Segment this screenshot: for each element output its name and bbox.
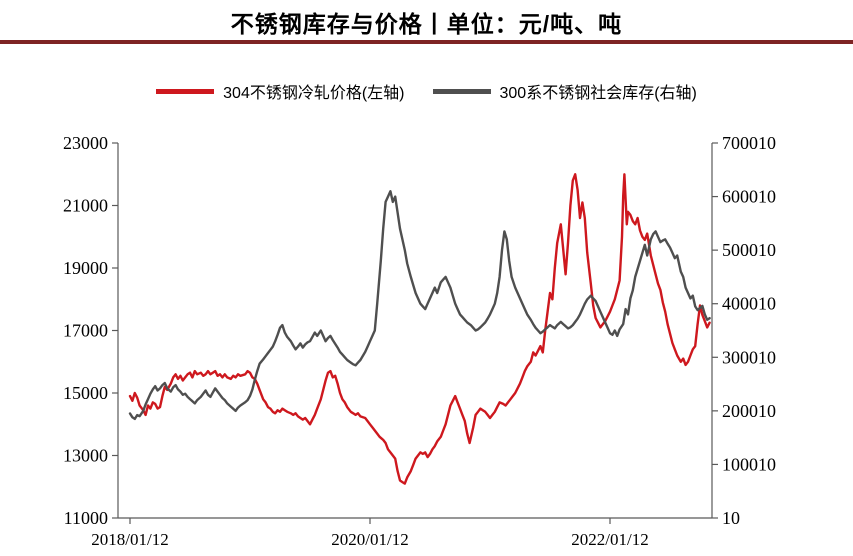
page-title: 不锈钢库存与价格丨单位：元/吨、吨	[230, 11, 623, 37]
inventory-legend-label: 300系不锈钢社会库存(右轴)	[499, 85, 697, 102]
price-legend-label: 304不锈钢冷轧价格(左轴)	[223, 85, 405, 102]
inventory-legend-swatch	[432, 88, 491, 94]
inventory-line	[128, 189, 711, 421]
left-axis-tick-label: 19000	[63, 258, 108, 278]
left-axis-tick-label: 11000	[64, 508, 108, 528]
price-line	[128, 173, 711, 485]
legend-item-price: 304不锈钢冷轧价格(左轴)	[156, 79, 405, 103]
left-axis-tick-label: 23000	[63, 133, 108, 153]
x-axis-tick-label: 2020/01/12	[331, 530, 408, 549]
line-chart: 23000 21000 19000 17000 15000 13000 11000 70001…	[63, 133, 776, 549]
x-axis-tick-label: 2022/01/12	[571, 530, 648, 549]
right-axis-tick-label: 300010	[722, 347, 776, 367]
right-axis-tick-label: 100010	[722, 454, 776, 474]
chart-legend: 304不锈钢冷轧价格(左轴) 300系不锈钢社会库存(右轴)	[0, 79, 853, 103]
right-axis-tick-label: 400010	[722, 294, 776, 314]
right-axis-tick-label: 500010	[722, 240, 776, 260]
right-axis-tick-label: 600010	[722, 187, 776, 207]
x-axis-tick-label: 2018/01/12	[91, 530, 168, 549]
title-divider-rule	[0, 40, 853, 44]
left-axis-tick-label: 21000	[63, 196, 108, 216]
right-axis-tick-label: 200010	[722, 401, 776, 421]
right-axis-tick-label: 10	[722, 508, 740, 528]
legend-item-inventory: 300系不锈钢社会库存(右轴)	[432, 79, 697, 103]
price-legend-swatch	[156, 88, 215, 94]
left-axis-tick-label: 17000	[63, 321, 108, 341]
left-axis-tick-label: 13000	[63, 446, 108, 466]
left-axis-tick-label: 15000	[63, 383, 108, 403]
right-axis-tick-label: 700010	[722, 133, 776, 153]
